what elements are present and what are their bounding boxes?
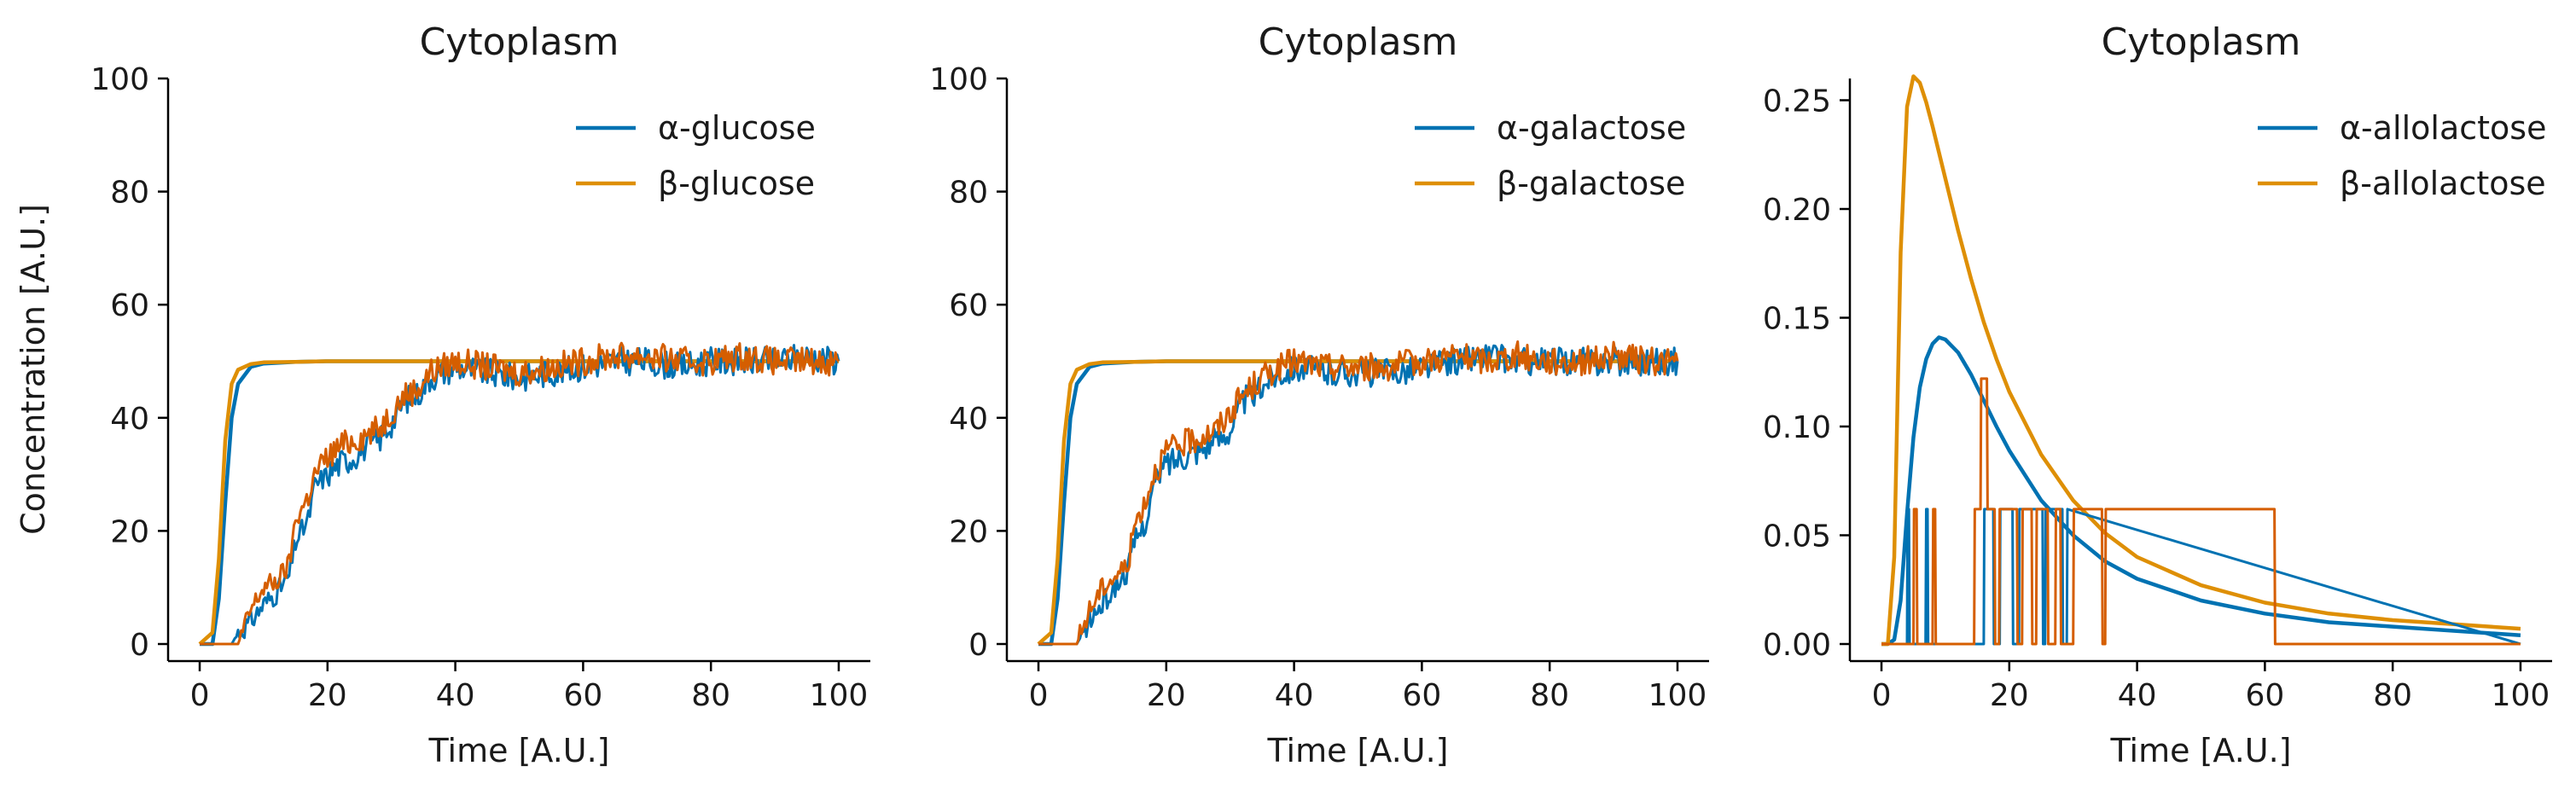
y-tick-label: 40 <box>110 402 149 437</box>
x-tick-label: 60 <box>1402 678 1441 713</box>
y-tick-label: 80 <box>949 176 988 211</box>
series-line-alpha <box>1881 335 2521 647</box>
legend-label: β-allolactose <box>2340 165 2546 202</box>
legend-label: α-galactose <box>1497 109 1686 147</box>
x-tick-label: 60 <box>563 678 602 713</box>
panel-3: Cytoplasm 0.00 0.05 0.10 0.15 0.20 0.25 0 20 40 60… <box>1763 20 2552 769</box>
y-tick-label: 0.05 <box>1763 519 1831 554</box>
y-tick-label: 0.20 <box>1763 193 1831 228</box>
x-tick-label: 20 <box>1990 678 2029 713</box>
x-tick-label: 40 <box>2118 678 2157 713</box>
series-line-beta <box>1037 359 1678 646</box>
x-tick-label: 0 <box>1872 678 1892 713</box>
series-line-stochastic-beta <box>1881 377 2521 646</box>
y-tick-label: 0 <box>968 628 988 663</box>
y-tick-label: 0.10 <box>1763 410 1831 445</box>
x-tick-label: 20 <box>1147 678 1186 713</box>
y-tick-label: 80 <box>110 176 149 211</box>
y-tick-label: 60 <box>110 288 149 323</box>
x-tick-label: 20 <box>308 678 347 713</box>
series-line-alpha <box>200 359 839 647</box>
x-tick-label: 80 <box>1530 678 1569 713</box>
y-axis-label: Concentration [A.U.] <box>15 204 52 535</box>
legend-label: β-glucose <box>658 165 815 202</box>
y-tick-label: 100 <box>929 62 988 97</box>
y-tick-label: 20 <box>110 514 149 549</box>
x-axis-label: Time [A.U.] <box>427 732 609 769</box>
y-tick-label: 0.15 <box>1763 302 1831 337</box>
x-tick-label: 60 <box>2245 678 2284 713</box>
series-line-beta <box>198 359 839 646</box>
y-tick-label: 100 <box>90 62 149 97</box>
panel-title: Cytoplasm <box>2102 20 2301 64</box>
y-tick-label: 20 <box>949 514 988 549</box>
series-line-stochastic-beta <box>1038 340 1679 646</box>
x-tick-label: 80 <box>691 678 730 713</box>
x-tick-label: 80 <box>2373 678 2412 713</box>
panel-1: Cytoplasm 0 20 40 60 80 100 0 20 40 60 80 100 Time [A… <box>90 20 870 769</box>
x-axis-label: Time [A.U.] <box>1266 732 1448 769</box>
x-tick-label: 100 <box>810 678 869 713</box>
series-line-stochastic-alpha <box>200 344 840 646</box>
x-tick-label: 0 <box>1029 678 1049 713</box>
y-tick-label: 0.25 <box>1763 84 1831 119</box>
y-tick-label: 60 <box>949 288 988 323</box>
x-tick-label: 0 <box>190 678 210 713</box>
panel-title: Cytoplasm <box>1259 20 1458 64</box>
x-tick-label: 40 <box>436 678 475 713</box>
panel-2: Cytoplasm 0 20 40 60 80 100 0 20 40 60 80 100 Time [A… <box>929 20 1709 769</box>
series-line-beta <box>1881 74 2521 647</box>
y-tick-label: 0 <box>130 628 149 663</box>
x-tick-label: 100 <box>2492 678 2550 713</box>
x-axis-label: Time [A.U.] <box>2109 732 2291 769</box>
y-tick-label: 40 <box>949 402 988 437</box>
legend-label: β-galactose <box>1497 165 1685 202</box>
x-tick-label: 40 <box>1275 678 1314 713</box>
legend-label: α-glucose <box>658 109 816 147</box>
series-line-stochastic-alpha <box>1038 344 1679 646</box>
series-line-alpha <box>1038 359 1678 647</box>
x-tick-label: 100 <box>1649 678 1707 713</box>
panel-title: Cytoplasm <box>420 20 619 64</box>
series-line-stochastic-beta <box>200 341 840 646</box>
y-tick-label: 0.00 <box>1763 628 1831 663</box>
legend-label: α-allolactose <box>2340 109 2546 147</box>
